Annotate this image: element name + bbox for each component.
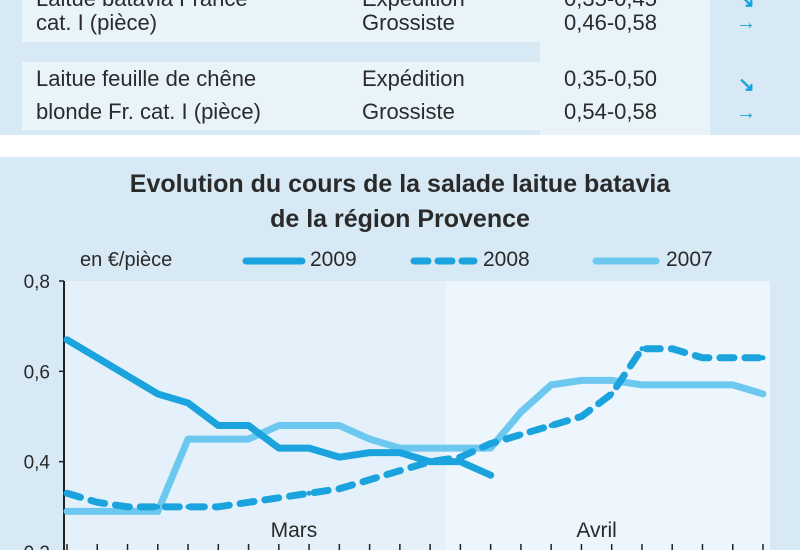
data-point-2007 — [276, 423, 282, 429]
data-point-2008 — [94, 499, 100, 505]
row1-product-line2: cat. I (pièce) — [36, 10, 158, 35]
data-point-2008 — [488, 441, 494, 447]
data-point-2008 — [125, 504, 131, 510]
month-label: Avril — [576, 519, 616, 542]
arrow-down-right-icon: ↘ — [738, 74, 755, 96]
data-point-2008 — [276, 495, 282, 501]
data-point-2009 — [367, 450, 373, 456]
data-point-2007 — [609, 377, 615, 383]
data-point-2007 — [548, 382, 554, 388]
data-point-2008 — [518, 432, 524, 438]
data-point-2007 — [639, 382, 645, 388]
data-point-2008 — [548, 423, 554, 429]
data-point-2007 — [760, 391, 766, 397]
data-point-2009 — [457, 459, 463, 465]
plot-area-april — [445, 281, 770, 550]
y-tick-label: 0,2 — [24, 543, 50, 550]
row1-stage2: Grossiste — [362, 10, 455, 35]
y-tick-label: 0,4 — [24, 453, 51, 474]
legend-label-2009: 2009 — [310, 248, 357, 271]
legend-label-2007: 2007 — [666, 248, 713, 271]
row1-price1: 0,35-0,45 — [564, 0, 657, 11]
data-point-2009 — [64, 337, 70, 343]
data-point-2008 — [699, 355, 705, 361]
row2-product-line1: Laitue feuille de chêne — [36, 66, 257, 91]
row1-stage1: Expédition — [362, 0, 465, 11]
data-point-2009 — [276, 445, 282, 451]
data-point-2009 — [215, 423, 221, 429]
series-line-2008 — [63, 345, 767, 511]
data-point-2009 — [246, 423, 252, 429]
data-point-2008 — [730, 355, 736, 361]
data-point-2008 — [246, 499, 252, 505]
row-block-1 — [22, 0, 540, 42]
chart-title-line2: de la région Provence — [270, 205, 530, 233]
data-point-2009 — [488, 472, 494, 478]
data-point-2008 — [336, 486, 342, 492]
row-block-2 — [22, 62, 540, 130]
data-point-2007 — [669, 382, 675, 388]
row2-price2: 0,54-0,58 — [564, 99, 657, 124]
data-point-2007 — [185, 436, 191, 442]
data-point-2008 — [64, 490, 70, 496]
row2-stage2: Grossiste — [362, 99, 455, 124]
data-point-2007 — [94, 508, 100, 514]
data-point-2007 — [518, 409, 524, 415]
data-point-2007 — [215, 436, 221, 442]
data-point-2009 — [155, 391, 161, 397]
data-point-2007 — [457, 445, 463, 451]
data-point-2008 — [306, 490, 312, 496]
row2-price1: 0,35-0,50 — [564, 66, 657, 91]
arrow-right-icon: → — [736, 12, 756, 34]
y-axis-unit: en €/pièce — [80, 249, 173, 271]
data-point-2007 — [367, 436, 373, 442]
legend-label-2008: 2008 — [483, 248, 530, 271]
data-point-2009 — [397, 450, 403, 456]
arrow-right-icon: → — [736, 102, 756, 124]
row1-product-line1: Laitue batavia France — [36, 0, 248, 11]
data-point-2007 — [246, 436, 252, 442]
data-point-2009 — [94, 355, 100, 361]
data-point-2007 — [730, 382, 736, 388]
data-point-2008 — [578, 414, 584, 419]
data-point-2008 — [185, 504, 191, 510]
data-point-2008 — [639, 346, 645, 352]
month-label: Mars — [271, 519, 318, 542]
y-tick-label: 0,6 — [24, 362, 50, 383]
data-point-2008 — [397, 468, 403, 474]
data-point-2008 — [609, 391, 615, 397]
data-point-2007 — [578, 377, 584, 383]
data-point-2007 — [336, 423, 342, 429]
data-point-2007 — [427, 445, 433, 451]
data-point-2007 — [699, 382, 705, 388]
row2-stage1: Expédition — [362, 66, 465, 91]
data-point-2009 — [306, 445, 312, 451]
price-table: Laitue batavia France cat. I (pièce) Exp… — [0, 0, 800, 135]
data-point-2007 — [306, 423, 312, 429]
series-line-2007 — [63, 376, 767, 515]
data-point-2007 — [155, 508, 161, 514]
chart-title-line1: Evolution du cours de la salade laitue b… — [129, 170, 671, 198]
data-point-2009 — [336, 454, 342, 460]
data-point-2008 — [669, 346, 675, 352]
y-tick-label: 0,8 — [24, 272, 50, 293]
row1-price2: 0,46-0,58 — [564, 10, 657, 35]
data-point-2008 — [367, 477, 373, 483]
data-point-2008 — [760, 355, 766, 361]
row2-product-line2: blonde Fr. cat. I (pièce) — [36, 99, 261, 124]
data-point-2008 — [155, 504, 161, 510]
separator — [0, 135, 800, 157]
data-point-2009 — [427, 459, 433, 465]
data-point-2009 — [185, 400, 191, 406]
price-column — [540, 0, 710, 135]
data-point-2007 — [64, 508, 70, 514]
data-point-2008 — [215, 504, 221, 510]
arrow-down-right-icon: ↘ — [738, 0, 755, 12]
data-point-2009 — [125, 373, 131, 379]
